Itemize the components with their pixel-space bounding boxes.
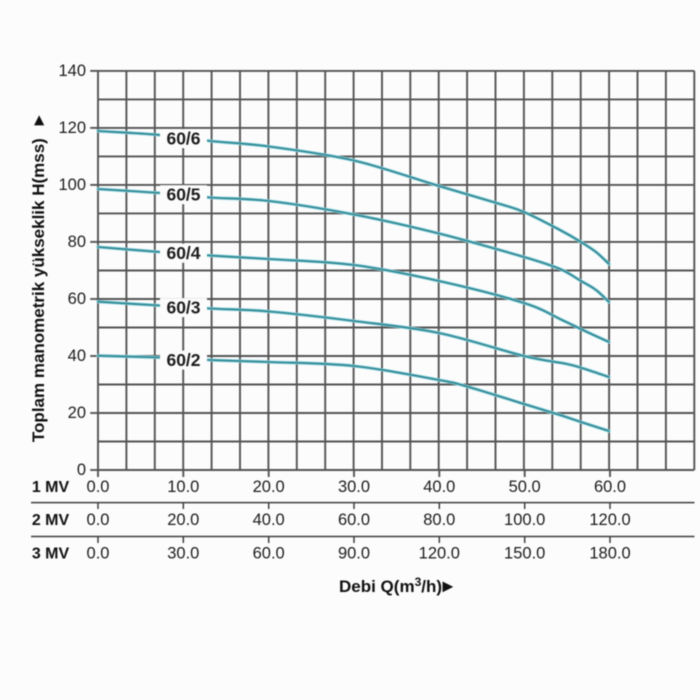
- svg-text:10.0: 10.0: [167, 478, 199, 496]
- svg-text:50.0: 50.0: [509, 478, 541, 496]
- svg-text:80: 80: [68, 233, 86, 251]
- svg-text:40.0: 40.0: [423, 478, 455, 496]
- svg-text:60/6: 60/6: [166, 129, 200, 149]
- svg-text:60.0: 60.0: [338, 511, 370, 529]
- svg-text:0.0: 0.0: [87, 545, 110, 563]
- svg-text:150.0: 150.0: [504, 545, 545, 563]
- svg-text:60/3: 60/3: [166, 298, 200, 318]
- svg-text:20.0: 20.0: [167, 511, 199, 529]
- svg-text:0.0: 0.0: [87, 478, 110, 496]
- svg-text:2 MV: 2 MV: [32, 512, 70, 529]
- svg-text:Debi Q(m3/h)►: Debi Q(m3/h)►: [339, 575, 457, 596]
- svg-text:60.0: 60.0: [253, 545, 285, 563]
- svg-text:60.0: 60.0: [594, 478, 626, 496]
- svg-text:Toplam manometrik yükseklik H(: Toplam manometrik yükseklik H(mss) ►: [29, 112, 48, 442]
- svg-text:120.0: 120.0: [419, 545, 460, 563]
- svg-text:20.0: 20.0: [253, 478, 285, 496]
- svg-text:30.0: 30.0: [167, 545, 199, 563]
- svg-text:100.0: 100.0: [504, 511, 545, 529]
- svg-text:140: 140: [58, 62, 86, 80]
- svg-text:90.0: 90.0: [338, 545, 370, 563]
- svg-text:180.0: 180.0: [589, 545, 630, 563]
- svg-text:1 MV: 1 MV: [32, 479, 70, 496]
- svg-text:3 MV: 3 MV: [32, 546, 70, 563]
- svg-text:100: 100: [58, 176, 86, 194]
- svg-text:0: 0: [77, 461, 86, 479]
- svg-text:60/2: 60/2: [166, 350, 200, 370]
- svg-text:120: 120: [58, 119, 86, 137]
- svg-text:120.0: 120.0: [589, 511, 630, 529]
- svg-text:40: 40: [68, 347, 86, 365]
- svg-text:80.0: 80.0: [423, 511, 455, 529]
- svg-text:40.0: 40.0: [253, 511, 285, 529]
- svg-text:30.0: 30.0: [338, 478, 370, 496]
- svg-text:60/5: 60/5: [166, 185, 200, 205]
- svg-text:60/4: 60/4: [166, 243, 200, 263]
- svg-text:0.0: 0.0: [87, 511, 110, 529]
- svg-text:60: 60: [68, 290, 86, 308]
- svg-text:20: 20: [68, 404, 86, 422]
